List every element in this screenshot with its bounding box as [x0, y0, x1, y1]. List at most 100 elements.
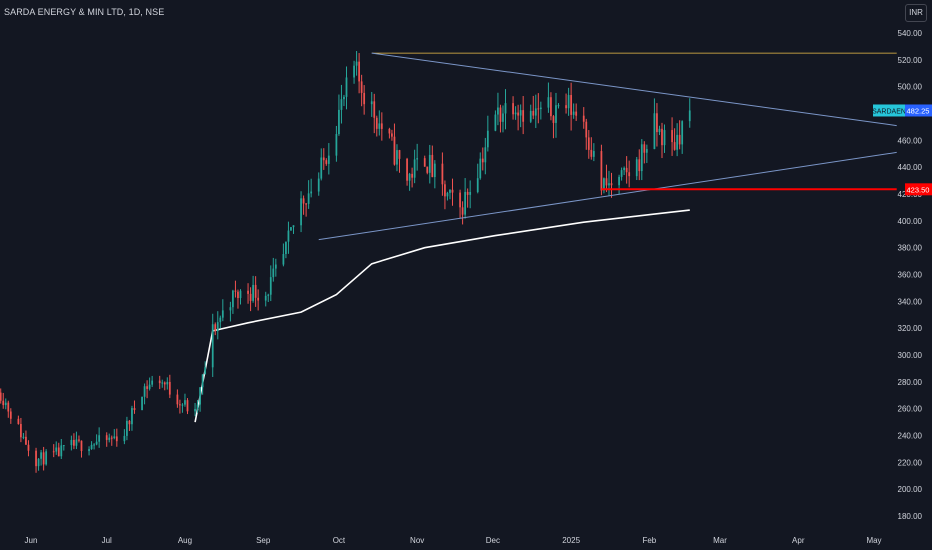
candle — [73, 433, 75, 450]
candle — [628, 160, 631, 188]
candle — [25, 430, 27, 445]
candle — [254, 276, 257, 307]
candle — [625, 156, 628, 184]
candle — [317, 172, 320, 196]
candle — [416, 143, 419, 171]
candle — [128, 420, 131, 432]
x-tick-label: Nov — [410, 536, 424, 545]
candle — [363, 85, 366, 115]
candle — [338, 94, 340, 136]
x-tick-label: Mar — [713, 536, 727, 545]
candle — [22, 432, 25, 440]
candle — [484, 137, 487, 175]
candle — [184, 393, 186, 407]
candle — [269, 265, 272, 302]
candle — [60, 438, 63, 459]
candle — [570, 82, 573, 131]
candle — [640, 139, 643, 181]
candle — [671, 117, 673, 156]
candle — [638, 149, 641, 181]
candle — [663, 124, 666, 153]
candle — [522, 96, 525, 135]
y-tick-label: 440.00 — [898, 163, 923, 172]
candle — [408, 172, 411, 191]
candle — [658, 125, 661, 136]
candle — [497, 92, 499, 126]
candle — [370, 91, 373, 117]
candle — [168, 374, 171, 399]
candle — [20, 417, 22, 443]
candle — [274, 258, 277, 277]
candle — [310, 178, 313, 198]
candle — [552, 115, 555, 139]
candle — [550, 92, 552, 121]
y-tick-label: 380.00 — [898, 244, 923, 253]
drawings-layer — [318, 52, 897, 241]
candle — [582, 107, 585, 129]
candle — [476, 163, 479, 194]
candle — [557, 103, 560, 109]
candle — [406, 157, 408, 186]
candle — [464, 178, 467, 219]
candle — [461, 201, 464, 225]
y-axis: 180.00 200.00 220.00 240.00 260.00 280.00 300.… — [898, 29, 923, 521]
candle — [355, 50, 358, 76]
candle — [479, 152, 482, 180]
candle — [131, 405, 133, 431]
candle — [146, 380, 148, 399]
price-badges: SARDAEN 482.25 423.50 — [872, 104, 932, 196]
support-price-badge: 423.50 — [905, 183, 932, 196]
y-tick-label: 300.00 — [898, 351, 923, 360]
candle — [393, 123, 396, 166]
candle — [643, 141, 646, 164]
candle — [469, 180, 472, 209]
candle — [537, 93, 540, 124]
candle — [9, 408, 12, 424]
candle — [380, 112, 383, 141]
candle — [234, 280, 237, 298]
candle — [179, 399, 181, 414]
candle — [133, 400, 136, 414]
candle — [325, 158, 328, 166]
candle — [196, 399, 199, 413]
candle — [494, 110, 497, 132]
candle — [600, 144, 603, 196]
candle — [115, 428, 118, 447]
candle — [499, 104, 502, 133]
candle — [126, 416, 128, 441]
candle — [375, 115, 378, 137]
candle — [360, 74, 363, 107]
candle — [656, 103, 658, 147]
candle — [635, 156, 638, 180]
candle — [592, 143, 595, 162]
candle — [396, 144, 398, 172]
candle — [62, 445, 65, 451]
candle — [305, 202, 307, 217]
candle — [108, 433, 111, 443]
candle — [211, 313, 214, 377]
candle — [623, 166, 626, 176]
upper-trendline[interactable] — [371, 52, 897, 127]
candle — [539, 101, 542, 120]
candle — [181, 403, 184, 413]
candle — [653, 98, 656, 150]
candle — [620, 167, 623, 181]
lower-trendline[interactable] — [318, 151, 897, 241]
candle — [327, 143, 330, 175]
candle — [428, 144, 431, 184]
candle — [411, 167, 414, 188]
candle — [204, 361, 207, 375]
candle — [320, 148, 323, 181]
candle — [575, 103, 578, 121]
candle — [113, 429, 116, 440]
currency-button[interactable]: INR — [905, 4, 927, 22]
candle — [42, 446, 45, 471]
candle — [141, 396, 143, 411]
candle — [285, 241, 287, 259]
candle — [608, 170, 610, 196]
candle — [199, 387, 201, 412]
candle — [27, 440, 30, 457]
y-tick-label: 320.00 — [898, 324, 923, 333]
candle — [214, 322, 217, 336]
